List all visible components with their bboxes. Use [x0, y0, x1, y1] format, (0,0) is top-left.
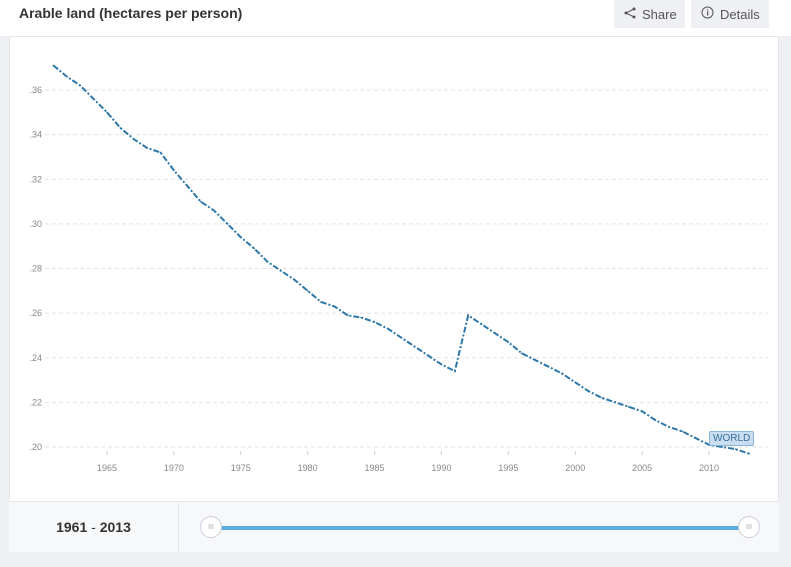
data-point — [92, 98, 95, 100]
chart-card — [9, 0, 779, 551]
data-point — [413, 345, 416, 348]
chart-title: Arable land (hectares per person) — [19, 5, 243, 21]
line-chart: .20 .22 .24 .26 .28 .30 .32 .34 .36 1965 1970 1975 1… — [29, 64, 768, 473]
y-tick-label: .32 — [29, 174, 42, 184]
data-point — [480, 323, 483, 326]
data-point — [213, 209, 215, 212]
data-point — [654, 419, 657, 422]
data-point — [387, 327, 389, 330]
data-point — [748, 452, 750, 455]
data-point — [66, 75, 68, 78]
data-point — [159, 151, 162, 154]
data-point — [601, 397, 603, 399]
data-point — [494, 332, 496, 335]
x-tick-label: 1995 — [498, 463, 518, 473]
share-button[interactable]: Share — [614, 0, 685, 28]
data-point — [574, 381, 577, 384]
x-tick-label: 2010 — [699, 463, 719, 473]
x-tick-label: 2000 — [565, 463, 585, 473]
data-point — [226, 223, 229, 225]
x-tick-label: 1990 — [431, 463, 451, 473]
data-point — [534, 359, 536, 361]
data-point — [614, 401, 617, 404]
range-label: 1961 - 2013 — [9, 502, 179, 552]
data-point — [373, 321, 376, 323]
data-point — [199, 200, 202, 203]
data-point — [547, 365, 550, 368]
x-tick-label: 1980 — [298, 463, 318, 473]
x-tick-label: 1970 — [164, 463, 184, 473]
data-point — [173, 169, 175, 172]
y-tick-label: .24 — [29, 353, 42, 363]
data-point — [507, 341, 510, 343]
data-point — [668, 426, 670, 428]
series-line-world — [52, 64, 750, 455]
range-slider-track[interactable] — [211, 526, 749, 530]
chart-header: Arable land (hectares per person) Share … — [0, 0, 791, 36]
data-point — [146, 147, 148, 149]
data-point — [306, 290, 309, 292]
series-label-world[interactable]: WORLD — [709, 431, 755, 446]
data-point — [721, 446, 724, 448]
y-tick-label: .22 — [29, 397, 42, 407]
range-slider-start-handle[interactable]: III — [200, 516, 222, 538]
range-start: 1961 — [56, 519, 88, 535]
info-icon — [701, 6, 714, 22]
details-button[interactable]: Details — [691, 0, 769, 28]
data-point — [520, 352, 523, 355]
data-point — [561, 372, 563, 375]
data-point — [454, 370, 456, 372]
data-point — [440, 363, 443, 366]
data-point — [681, 430, 684, 433]
data-point — [293, 278, 296, 281]
y-tick-label: .34 — [29, 130, 42, 140]
y-tick-label: .36 — [29, 85, 42, 95]
data-point — [119, 127, 122, 129]
data-point — [186, 185, 189, 187]
data-point — [467, 314, 470, 317]
data-point — [239, 236, 242, 239]
x-tick-label: 1985 — [365, 463, 385, 473]
data-point — [400, 336, 403, 339]
x-tick-label: 2005 — [632, 463, 652, 473]
data-point — [641, 410, 643, 413]
data-point — [347, 314, 349, 317]
data-point — [734, 448, 737, 451]
data-point — [253, 247, 255, 250]
data-point — [320, 301, 322, 303]
x-tick-label: 1975 — [231, 463, 251, 473]
data-point — [266, 261, 269, 263]
data-point — [587, 390, 590, 393]
data-point — [360, 316, 362, 319]
data-point — [627, 406, 630, 408]
y-tick-label: .28 — [29, 264, 42, 274]
data-point — [694, 437, 697, 439]
x-tick-label: 1965 — [97, 463, 117, 473]
details-label: Details — [720, 6, 760, 22]
data-point — [280, 269, 282, 272]
data-point — [333, 305, 336, 308]
header-divider — [9, 36, 779, 37]
data-point — [427, 354, 429, 357]
time-range-footer: 1961 - 2013 III III — [9, 501, 779, 552]
data-point — [79, 84, 82, 87]
y-tick-label: .30 — [29, 219, 42, 229]
range-end: 2013 — [99, 519, 131, 535]
range-separator: - — [87, 519, 100, 535]
range-slider-end-handle[interactable]: III — [738, 516, 760, 538]
share-icon — [624, 7, 636, 22]
y-tick-label: .20 — [29, 442, 42, 452]
data-point — [132, 138, 135, 140]
data-point — [106, 111, 108, 114]
share-label: Share — [642, 6, 677, 22]
y-tick-label: .26 — [29, 308, 42, 318]
data-point — [52, 64, 55, 67]
